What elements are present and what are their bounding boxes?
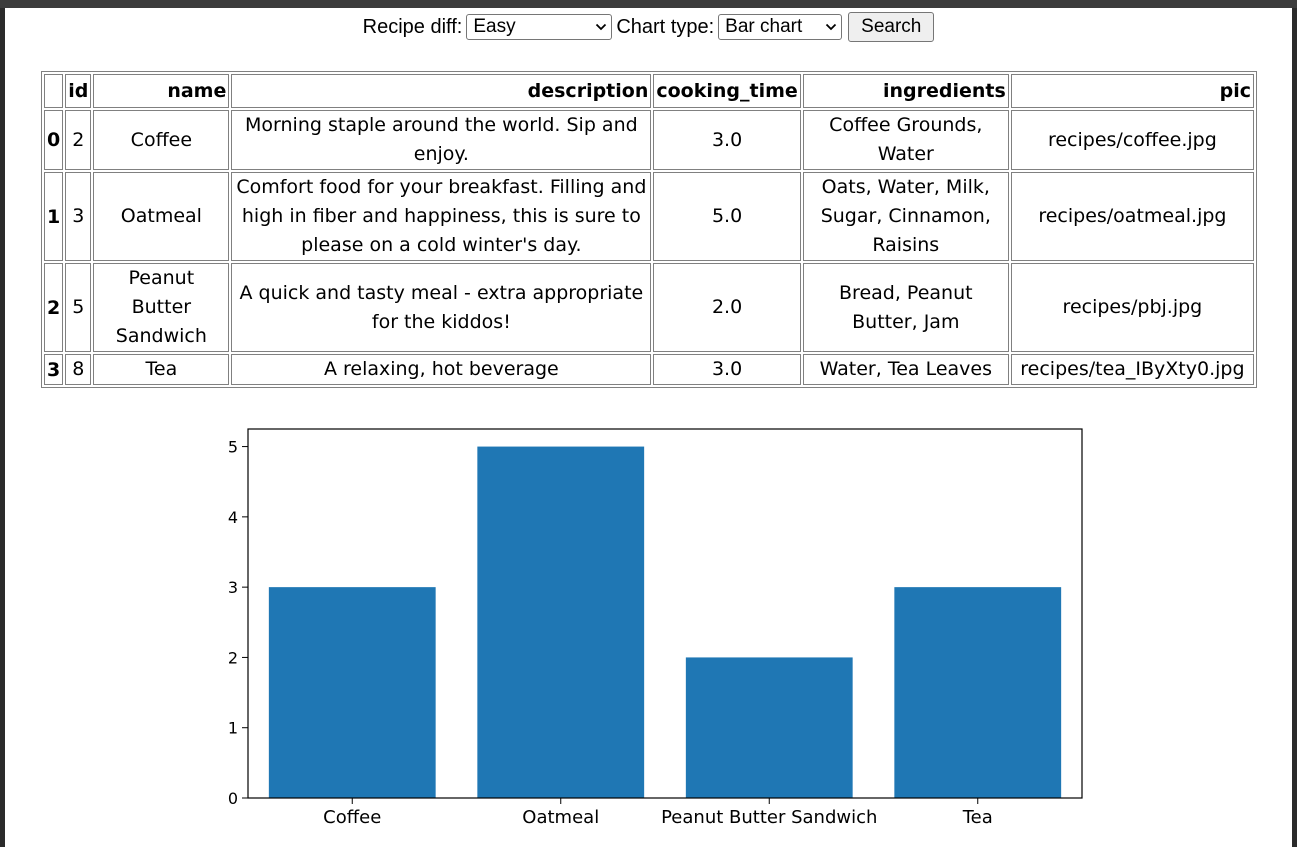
cell-description: Comfort food for your breakfast. Filling… xyxy=(231,172,652,261)
table-row: 3 8 Tea A relaxing, hot beverage 3.0 Wat… xyxy=(44,354,1254,385)
cell-pic: recipes/oatmeal.jpg xyxy=(1010,172,1254,261)
table-header-row: id name description cooking_time ingredi… xyxy=(44,74,1254,108)
bar xyxy=(268,587,436,798)
table-row: 0 2 Coffee Morning staple around the wor… xyxy=(44,110,1254,170)
chart-type-label: Chart type: xyxy=(616,15,715,38)
cell-cooking-time: 3.0 xyxy=(653,354,801,385)
chevron-down-icon xyxy=(826,23,837,31)
cell-description: Morning staple around the world. Sip and… xyxy=(231,110,652,170)
cell-name: Tea xyxy=(93,354,230,385)
search-button[interactable]: Search xyxy=(848,12,935,42)
cell-description: A quick and tasty meal - extra appropria… xyxy=(231,263,652,352)
chevron-down-icon xyxy=(596,23,607,31)
cell-name: Peanut Butter Sandwich xyxy=(93,263,230,352)
row-index: 1 xyxy=(44,172,64,261)
cell-cooking-time: 3.0 xyxy=(653,110,801,170)
cell-pic: recipes/coffee.jpg xyxy=(1010,110,1254,170)
y-tick-label: 3 xyxy=(228,578,238,597)
table-row: 2 5 Peanut Butter Sandwich A quick and t… xyxy=(44,263,1254,352)
recipe-difficulty-select[interactable]: Easy xyxy=(466,14,613,40)
y-tick-label: 1 xyxy=(228,719,238,738)
cooking-time-bar-chart: Coffee Oatmeal Peanut Butter Sandwich Tea 0 1… xyxy=(228,428,1083,828)
cell-id: 3 xyxy=(65,172,92,261)
page: Recipe diff: Easy Chart type: Bar chart … xyxy=(5,8,1292,847)
header-ingredients: ingredients xyxy=(802,74,1009,108)
filter-form: Recipe diff: Easy Chart type: Bar chart … xyxy=(5,12,1292,42)
plot-frame xyxy=(247,428,1083,799)
row-index: 2 xyxy=(44,263,64,352)
x-tick-label: Coffee xyxy=(323,807,381,828)
cell-ingredients: Coffee Grounds, Water xyxy=(802,110,1009,170)
header-pic: pic xyxy=(1010,74,1254,108)
bar xyxy=(477,446,645,798)
cell-pic: recipes/tea_IByXty0.jpg xyxy=(1010,354,1254,385)
cell-ingredients: Oats, Water, Milk, Sugar, Cinnamon, Rais… xyxy=(802,172,1009,261)
header-cooking-time: cooking_time xyxy=(653,74,801,108)
bar xyxy=(894,587,1062,798)
window-top-bar xyxy=(0,0,1297,8)
cell-ingredients: Bread, Peanut Butter, Jam xyxy=(802,263,1009,352)
x-tick-label: Tea xyxy=(962,807,993,828)
y-tick-label: 5 xyxy=(228,438,238,457)
cell-id: 5 xyxy=(65,263,92,352)
cell-cooking-time: 2.0 xyxy=(653,263,801,352)
cell-id: 2 xyxy=(65,110,92,170)
cell-pic: recipes/pbj.jpg xyxy=(1010,263,1254,352)
y-tick-label: 4 xyxy=(228,508,238,527)
y-tick-label: 0 xyxy=(228,789,238,808)
row-index: 3 xyxy=(44,354,64,385)
chart-type-value: Bar chart xyxy=(725,16,803,37)
cell-cooking-time: 5.0 xyxy=(653,172,801,261)
header-name: name xyxy=(93,74,230,108)
header-index xyxy=(44,74,64,108)
cell-description: A relaxing, hot beverage xyxy=(231,354,652,385)
y-tick-label: 2 xyxy=(228,648,238,667)
recipes-table: id name description cooking_time ingredi… xyxy=(41,71,1257,388)
chart-type-select[interactable]: Bar chart xyxy=(718,14,843,40)
header-id: id xyxy=(65,74,92,108)
cell-name: Coffee xyxy=(93,110,230,170)
cell-id: 8 xyxy=(65,354,92,385)
x-tick-label: Oatmeal xyxy=(522,807,599,828)
table-row: 1 3 Oatmeal Comfort food for your breakf… xyxy=(44,172,1254,261)
cell-name: Oatmeal xyxy=(93,172,230,261)
x-tick-label: Peanut Butter Sandwich xyxy=(661,807,877,828)
cell-ingredients: Water, Tea Leaves xyxy=(802,354,1009,385)
bar xyxy=(685,657,853,798)
row-index: 0 xyxy=(44,110,64,170)
recipe-difficulty-label: Recipe diff: xyxy=(362,15,463,38)
recipe-difficulty-value: Easy xyxy=(473,16,516,37)
header-description: description xyxy=(231,74,652,108)
